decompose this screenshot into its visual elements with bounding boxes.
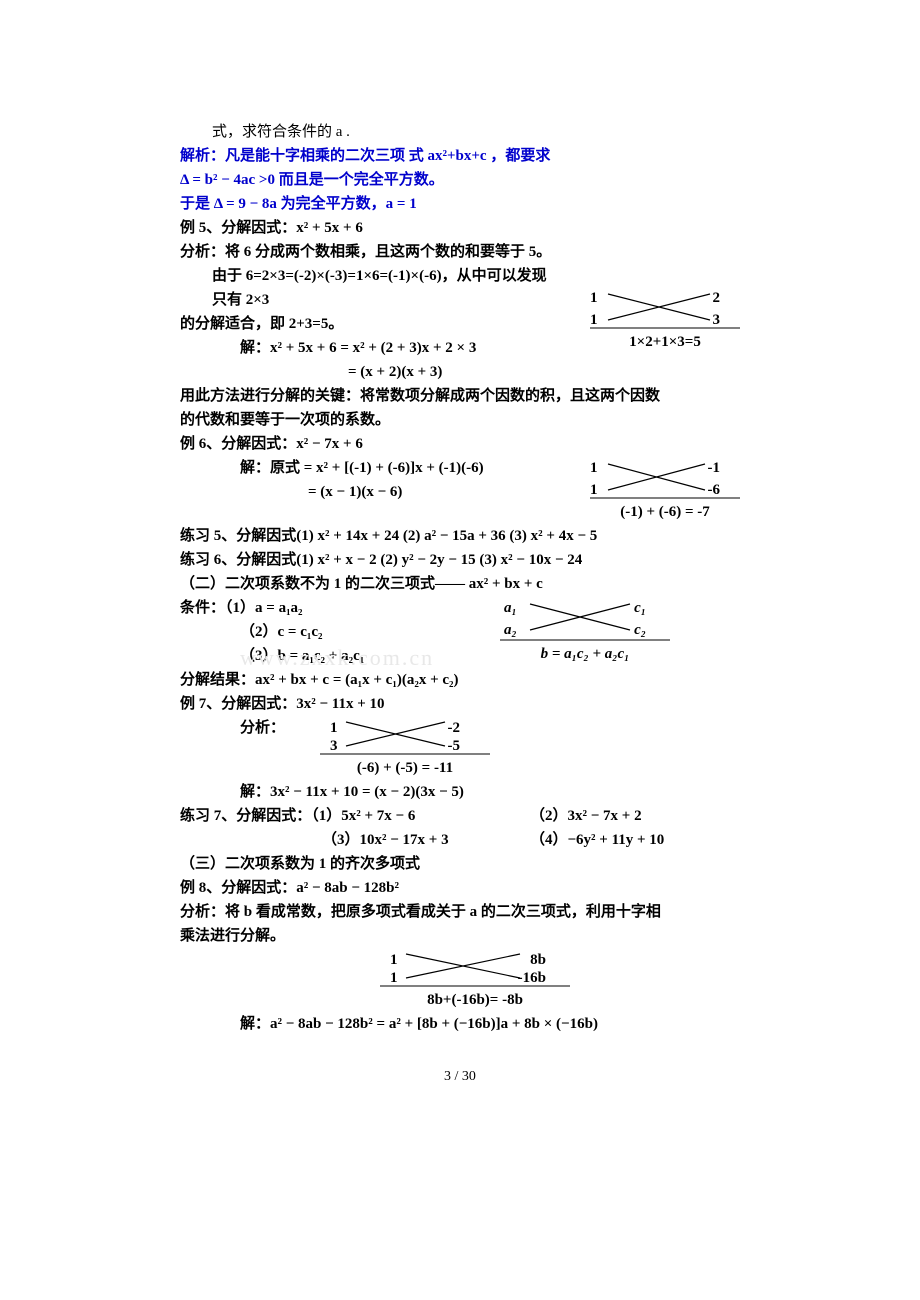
cond-label: 条件：（1）a = a₁a₂ [180,596,460,620]
cross-icon [320,716,490,756]
prac5: 练习 5、分解因式(1) x² + 14x + 24 (2) a² − 15a … [180,524,740,548]
ex8-title: 例 8、分解因式：a² − 8ab − 128b² [180,876,740,900]
ex6-sol2: = (x − 1)(x − 6) [180,480,550,504]
cross2-sum: (-1) + (-6) = -7 [590,500,740,524]
cond2: （2）c = c₁c₂ [180,620,460,644]
ex5-body: 由于 6=2×3=(-2)×(-3)=1×6=(-1)×(-6)，从中可以发现只… [180,264,550,312]
ex6-sol1: 解：原式 = x² + [(-1) + (-6)]x + (-1)(-6) [180,456,550,480]
prac7-3: （3）10x² − 17x + 3 [180,828,530,852]
ex5-analysis: 分析：将 6 分成两个数相乘，且这两个数的和要等于 5。 [180,240,740,264]
cross-icon [590,456,740,500]
cond3: （3）b = a₁c₂ + a₂c₁ [180,644,460,668]
line-cond-suffix: 式，求符合条件的 a . [180,120,740,144]
cross-icon [380,948,570,988]
cross2: 1 -1 1 -6 [590,456,740,500]
ex8-ana2: 乘法进行分解。 [180,924,740,948]
ex7-title: 例 7、分解因式：3x² − 11x + 10 [180,692,740,716]
ex5-sol2: = (x + 2)(x + 3) [180,360,550,384]
prac7-2: （2）3x² − 7x + 2 [530,804,642,828]
cross4-sum: (-6) + (-5) = -11 [320,756,490,780]
cross-icon [500,596,670,642]
section2: （二）二次项系数不为 1 的二次三项式—— ax² + bx + c [180,572,740,596]
prac7: 练习 7、分解因式：（1）5x² + 7x − 6 [180,804,530,828]
key1: 用此方法进行分解的关键：将常数项分解成两个因数的积，且这两个因数 [180,384,740,408]
ex5-sol1: 解：x² + 5x + 6 = x² + (2 + 3)x + 2 × 3 [180,336,550,360]
analysis-line1: 解析：凡是能十字相乘的二次三项 式 ax²+bx+c ，都要求 [180,144,740,168]
cross4: 1 -2 3 -5 [320,716,490,756]
cross3: a₁ c₁ a₂ c₂ [500,596,670,642]
result: 分解结果：ax² + bx + c = (a₁x + c₁)(a₂x + c₂) [180,668,740,692]
ex5-body2: 的分解适合，即 2+3=5。 [180,312,550,336]
prac7-4: （4）−6y² + 11y + 10 [530,828,664,852]
prac6: 练习 6、分解因式(1) x² + x − 2 (2) y² − 2y − 15… [180,548,740,572]
section3: （三）二次项系数为 1 的齐次多项式 [180,852,740,876]
cross5-sum: 8b+(-16b)= -8b [380,988,570,1012]
ex8-sol: 解：a² − 8ab − 128b² = a² + [8b + (−16b)]a… [180,1012,740,1036]
analysis-line3: 于是 Δ = 9 − 8a 为完全平方数，a = 1 [180,192,740,216]
cross-icon [590,286,740,330]
ex6-title: 例 6、分解因式：x² − 7x + 6 [180,432,740,456]
ex7-ana-label: 分析： [240,716,320,740]
cross3-sum: b = a₁c₂ + a₂c₁ [500,642,670,666]
page-number: 3 / 30 [180,1066,740,1088]
cross5: 1 8b 1 -16b [380,948,570,988]
cross1-sum: 1×2+1×3=5 [590,330,740,354]
cross1: 1 2 1 3 [590,286,740,330]
analysis-line2: Δ = b² − 4ac >0 而且是一个完全平方数。 [180,168,740,192]
ex5-title: 例 5、分解因式：x² + 5x + 6 [180,216,740,240]
key2: 的代数和要等于一次项的系数。 [180,408,740,432]
ex7-sol: 解：3x² − 11x + 10 = (x − 2)(3x − 5) [180,780,740,804]
ex8-ana1: 分析：将 b 看成常数，把原多项式看成关于 a 的二次三项式，利用十字相 [180,900,740,924]
